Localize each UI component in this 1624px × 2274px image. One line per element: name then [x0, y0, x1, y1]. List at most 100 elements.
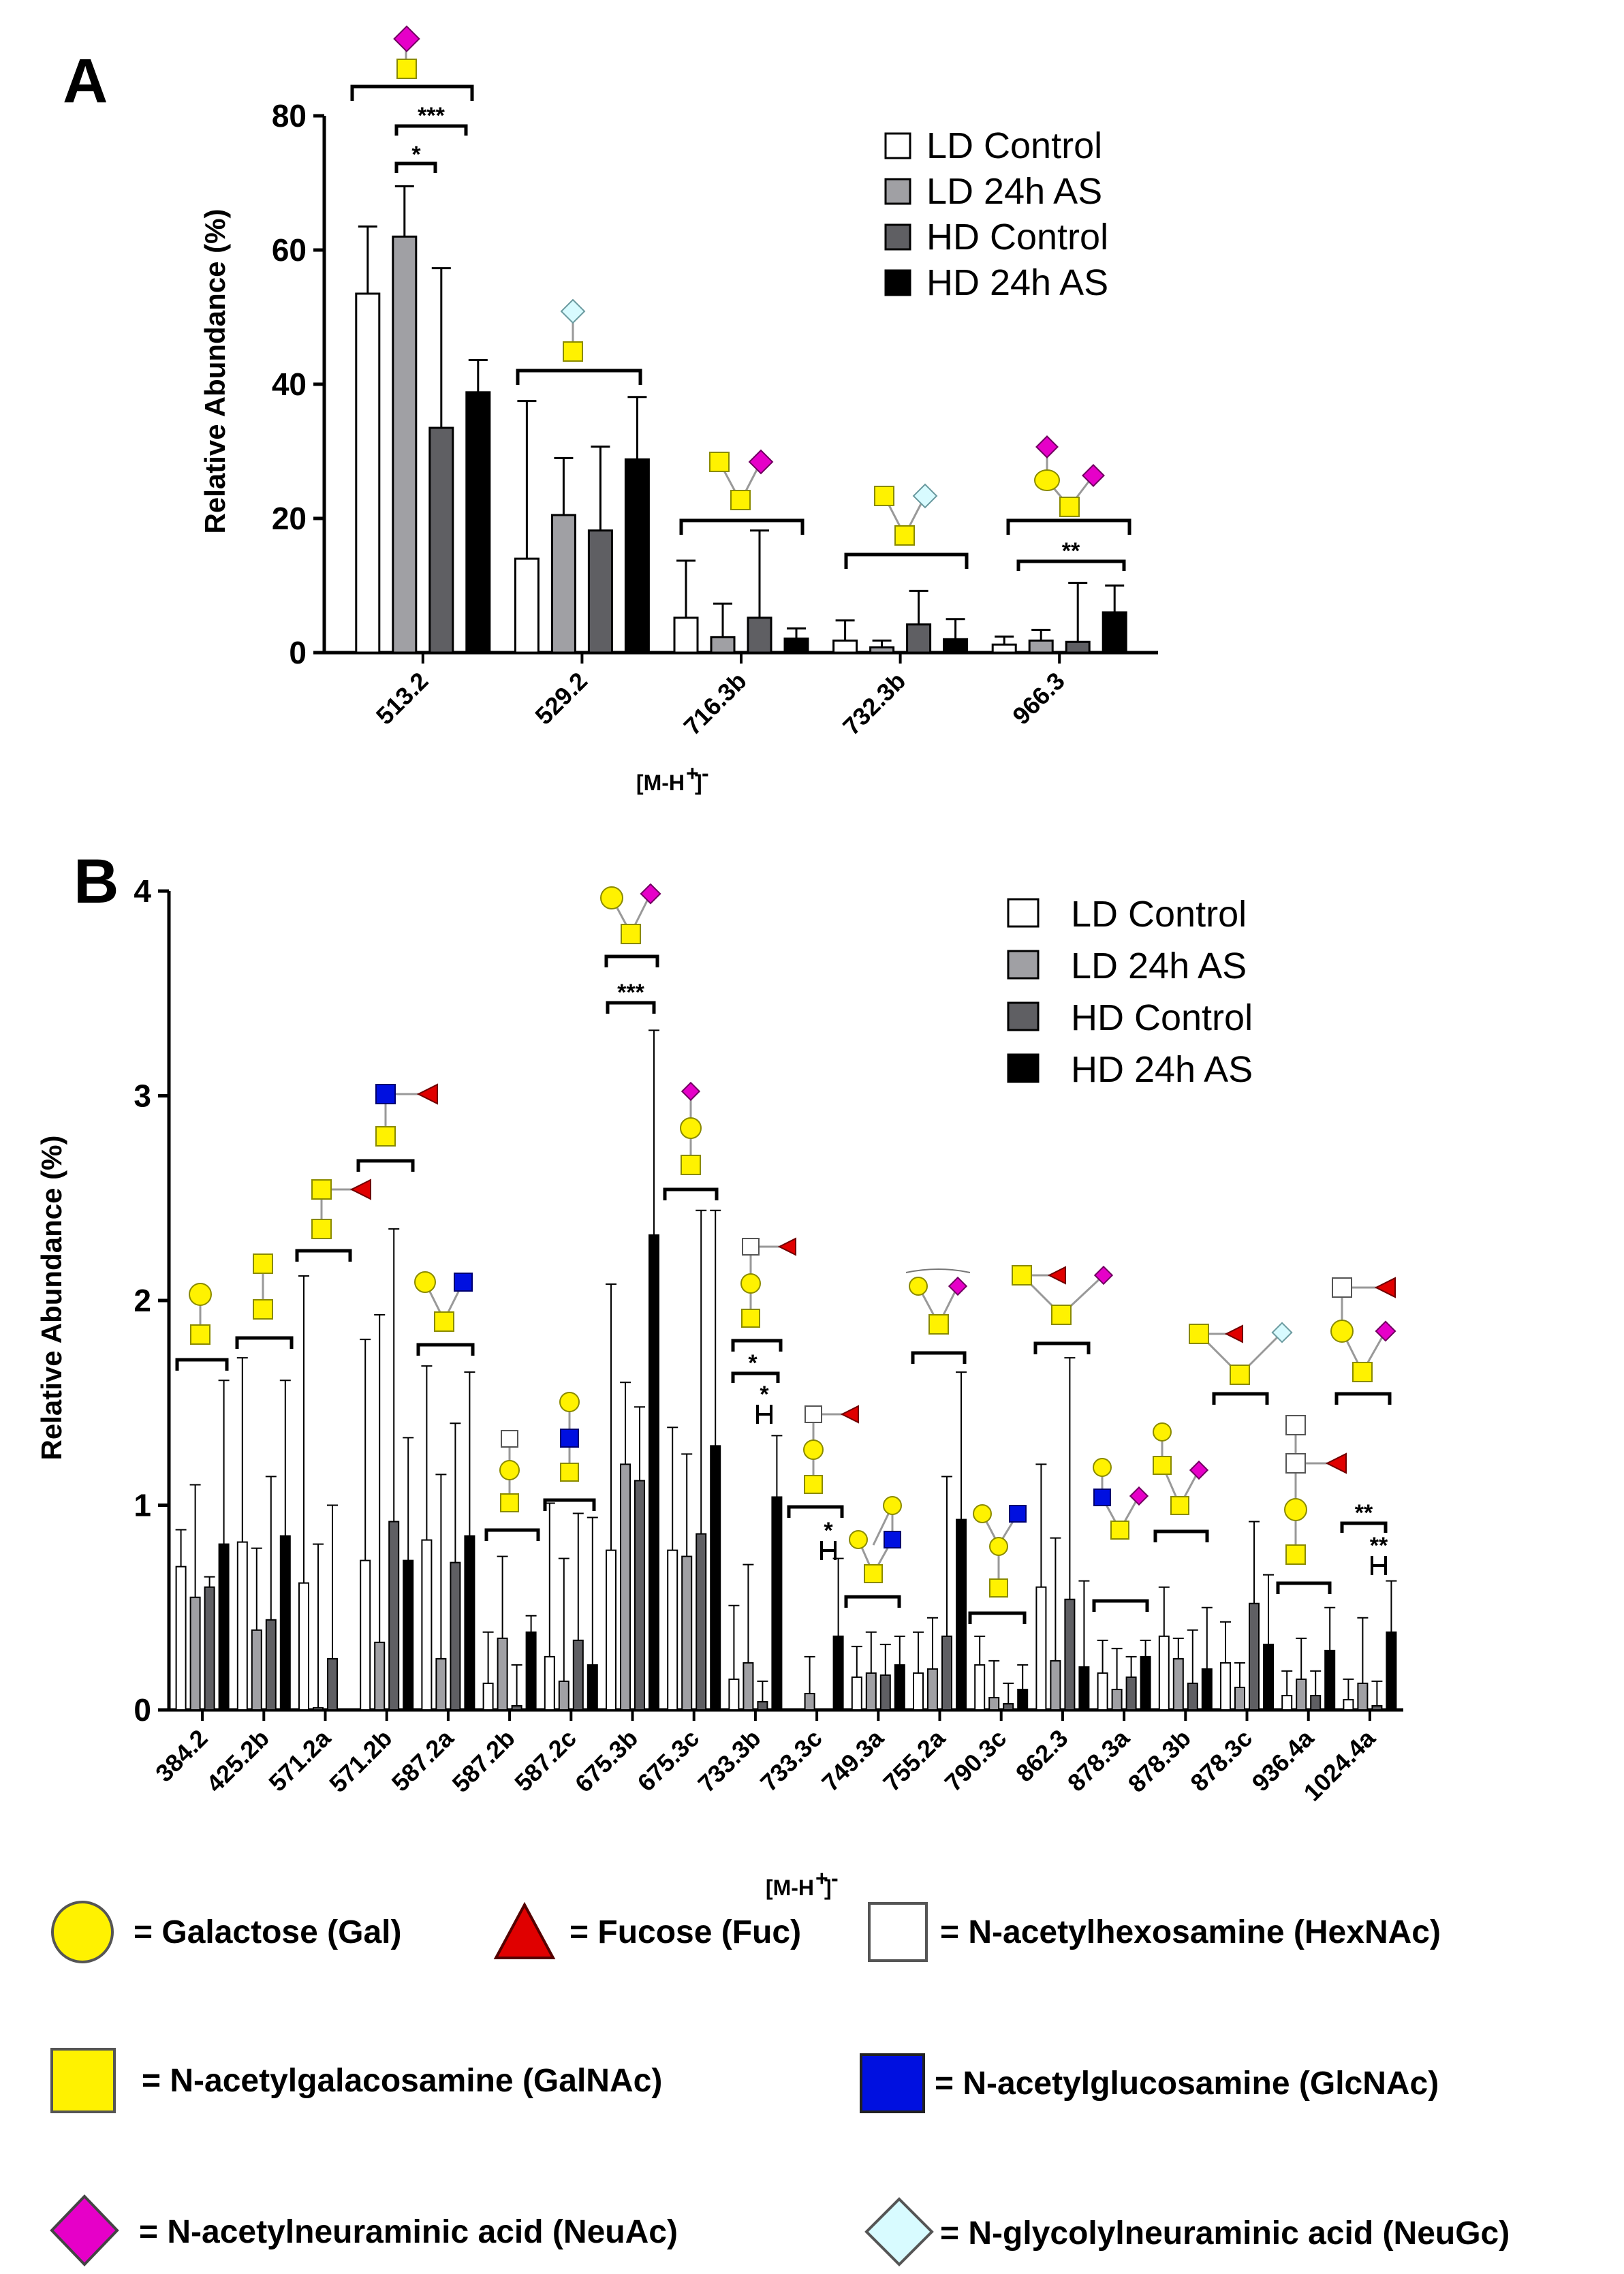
svg-text:]: ] [695, 770, 702, 795]
panel-b-x-tick-label: 733.3b [692, 1724, 766, 1798]
svg-text:***: *** [418, 103, 445, 129]
panel-b-bar [1281, 1694, 1293, 1711]
panel-a-bar [906, 623, 932, 654]
panel-b-x-tick-label: 587.2c [509, 1724, 582, 1797]
svg-text:]: ] [824, 1875, 832, 1900]
panel-a-bar [673, 617, 699, 654]
panel-b-bar [804, 1692, 815, 1711]
legend-item: HD 24h AS [1007, 1049, 1253, 1090]
svg-text:*: * [824, 1518, 833, 1544]
panel-b-x-tick-label: 733.3c [755, 1724, 828, 1797]
panel-b-bar [482, 1682, 494, 1711]
panel-b-legend: LD Control LD 24h AS HD Control HD 24h A… [1007, 894, 1253, 1090]
panel-b-bar [988, 1696, 1000, 1711]
panel-b-bar [175, 1566, 187, 1711]
panel-b-y-tick-label: 2 [134, 1283, 151, 1318]
panel-b-bar [587, 1664, 598, 1711]
white-square-icon [868, 1902, 928, 1962]
panel-a-bar [943, 638, 969, 654]
svg-text:[M-H: [M-H [636, 770, 685, 795]
panel-b-bar [743, 1662, 754, 1711]
panel-b-bar [1386, 1631, 1397, 1711]
panel-b-bar [620, 1463, 631, 1711]
svg-text:HD 24h AS: HD 24h AS [926, 262, 1108, 303]
panel-b-bar [606, 1549, 616, 1711]
panel-b-bar [865, 1672, 877, 1711]
panel-b-x-tick-label: 878.3c [1185, 1724, 1258, 1797]
panel-b-bar [403, 1559, 414, 1711]
panel-b-bar [313, 1707, 324, 1711]
key-item-fucose: = Fucose (Fuc) [493, 1901, 801, 1959]
panel-b-bar [681, 1555, 693, 1711]
panel-b-y-tick-label: 3 [134, 1078, 151, 1114]
panel-b-bar [1249, 1602, 1260, 1711]
legend-item: HD Control [884, 217, 1108, 258]
svg-text:*: * [748, 1350, 758, 1376]
panel-a-x-tick-label: 966.3 [1007, 667, 1070, 730]
svg-text:-: - [702, 761, 709, 785]
panel-a-bar [465, 391, 491, 654]
panel-a-bar [587, 529, 613, 654]
svg-text:HD Control: HD Control [926, 217, 1108, 258]
panel-b-bar [1234, 1686, 1245, 1711]
panel-b-x-axis-title: [M-H + ] - [766, 1866, 839, 1900]
panel-b-bar [771, 1496, 783, 1711]
panel-b-x-tick-label: 587.2a [386, 1724, 460, 1797]
panel-b-bar [1035, 1586, 1047, 1711]
svg-text:***: *** [617, 980, 644, 1006]
panel-a-y-tick-label: 0 [289, 635, 307, 670]
panel-b-bar [1140, 1655, 1151, 1711]
svg-text:+: + [815, 1866, 828, 1890]
panel-b-bar [298, 1582, 309, 1711]
panel-b-bar [1078, 1666, 1090, 1711]
panel-b-bar [218, 1543, 230, 1711]
panel-b-bar [360, 1559, 371, 1711]
panel-b-bar [544, 1655, 555, 1711]
panel-b-y-tick-label: 4 [134, 873, 151, 909]
panel-b-bar [879, 1674, 891, 1711]
yellow-circle-icon [51, 1901, 114, 1963]
panel-a-y-tick-label: 40 [272, 367, 307, 402]
svg-text:*: * [411, 142, 421, 168]
panel-a-x-tick-label: 529.2 [529, 667, 593, 730]
panel-b-bar [757, 1700, 768, 1711]
svg-text:= N-acetylgalacosamine (GalNAc: = N-acetylgalacosamine (GalNAc) [142, 2063, 662, 2099]
panel-b-bar [710, 1445, 721, 1711]
svg-text:+: + [686, 761, 699, 785]
panel-b-bar [464, 1535, 475, 1711]
legend-item: LD 24h AS [1007, 946, 1247, 986]
panel-b-y-tick-label: 1 [134, 1488, 151, 1523]
panel-b-bar [913, 1672, 924, 1711]
panel-a-x-tick-label: 513.2 [371, 667, 434, 730]
panel-b-bar [1371, 1704, 1383, 1711]
panel-b-x-tick-label: 571.2b [324, 1724, 397, 1798]
panel-a-bar [624, 458, 650, 654]
panel-b-glycan-annotations [189, 883, 1396, 1598]
panel-b-bar [525, 1631, 537, 1711]
panel-b-bar [851, 1676, 862, 1711]
panel-a-significance-brackets [394, 124, 1126, 571]
panel-b-bar [927, 1668, 938, 1711]
symbol-key: = Galactose (Gal) = Fucose (Fuc) = N-ace… [50, 1901, 1510, 2267]
panel-b-bar [388, 1521, 400, 1711]
panel-b-bar [1003, 1702, 1014, 1711]
legend-item: HD Control [1007, 997, 1253, 1038]
panel-b-significance-labels: *** * * * ** ** [617, 980, 1388, 1559]
panel-b-bar [572, 1639, 584, 1711]
panel-a-bar [355, 292, 381, 654]
panel-a-significance-labels: * *** ** [411, 103, 1080, 564]
panel-b-bar [450, 1561, 461, 1711]
panel-a-legend: LD Control LD 24h AS HD Control HD 24h A… [884, 125, 1108, 303]
panel-b-bar [696, 1533, 707, 1711]
panel-a-chart: A Relative Abundance (%) [M-H + ] - 0 20 4… [63, 25, 1158, 795]
panel-a-glycan-annotations [393, 25, 1105, 546]
panel-a-bar [514, 557, 540, 654]
panel-b-bar [251, 1629, 262, 1711]
light-cyan-diamond-icon [864, 2197, 934, 2267]
svg-text:**: ** [1370, 1533, 1388, 1559]
key-item-glcnac: = N-acetylglucosamine (GlcNAc) [860, 2053, 1439, 2113]
svg-text:LD 24h AS: LD 24h AS [926, 171, 1102, 212]
panel-b-x-tick-label: 675.3b [569, 1724, 643, 1798]
panel-b-bar [1172, 1657, 1184, 1711]
panel-a-bar [869, 646, 895, 654]
